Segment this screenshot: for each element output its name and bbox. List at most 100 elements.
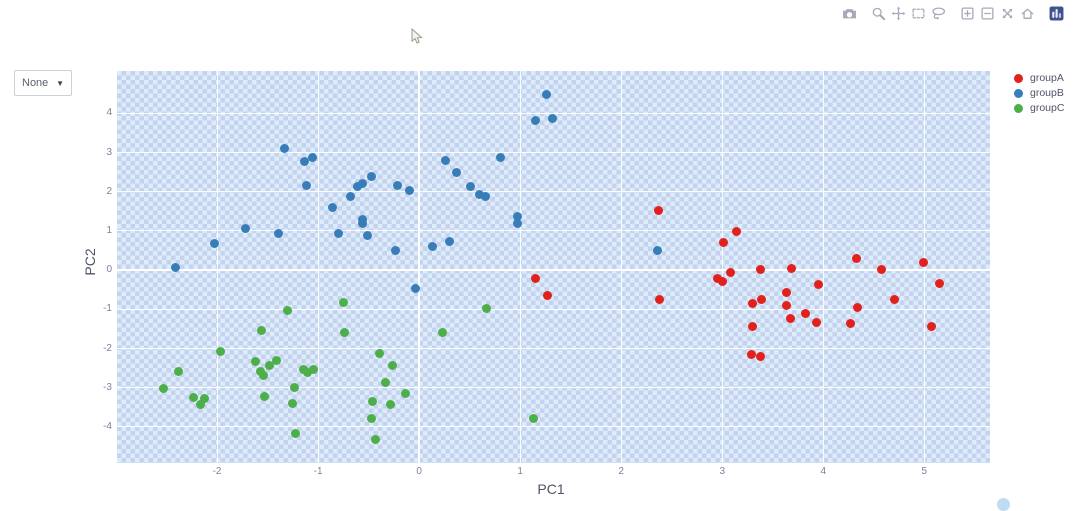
scatter-point-groupA	[934, 278, 944, 288]
x-gridline	[721, 71, 723, 463]
scatter-point-groupA	[530, 273, 540, 283]
scatter-point-groupC	[290, 382, 300, 392]
legend-item-groupB[interactable]: groupB	[1014, 87, 1064, 99]
y-gridline	[117, 387, 990, 389]
scatter-point-groupB	[333, 229, 343, 239]
scatter-point-groupB	[653, 246, 663, 256]
scatter-point-groupC	[291, 429, 301, 439]
scatter-point-groupB	[410, 284, 420, 294]
scatter-point-groupC	[196, 400, 206, 410]
scatter-point-groupB	[427, 241, 437, 251]
scatter-point-groupC	[375, 349, 385, 359]
zoom-out-icon[interactable]	[978, 4, 996, 22]
autoscale-icon[interactable]	[998, 4, 1016, 22]
y-tick-label: -1	[103, 303, 112, 315]
scatter-point-groupB	[327, 202, 337, 212]
scatter-point-groupC	[386, 400, 396, 410]
scatter-point-groupB	[345, 191, 355, 201]
legend-item-groupC[interactable]: groupC	[1014, 102, 1064, 114]
scatter-point-groupA	[717, 276, 727, 286]
scatter-point-groupB	[466, 182, 476, 192]
scatter-point-groupB	[280, 143, 290, 153]
scatter-point-groupC	[158, 384, 168, 394]
zoom-icon[interactable]	[869, 4, 887, 22]
scatter-point-groupB	[512, 219, 522, 229]
y-gridline	[117, 152, 990, 154]
x-gridline	[822, 71, 824, 463]
scatter-point-groupA	[782, 287, 792, 297]
legend: groupA groupB groupC	[1014, 72, 1064, 114]
scatter-point-groupC	[256, 326, 266, 335]
y-tick-label: 1	[106, 224, 112, 236]
scatter-point-groupA	[846, 318, 856, 328]
scatter-point-groupC	[259, 371, 268, 381]
legend-label-groupC: groupC	[1030, 102, 1065, 114]
scatter-point-groupC	[371, 434, 381, 444]
x-gridline	[620, 71, 622, 463]
scatter-point-groupB	[300, 156, 310, 166]
plot-area[interactable]	[117, 71, 990, 463]
x-gridline	[317, 71, 319, 463]
scatter-point-groupB	[171, 262, 181, 272]
plotly-logo-icon[interactable]	[1047, 4, 1065, 22]
reset-axes-home-icon[interactable]	[1018, 4, 1036, 22]
y-tick-label: -4	[103, 420, 112, 432]
scatter-point-groupB	[404, 186, 414, 196]
zoom-in-icon[interactable]	[958, 4, 976, 22]
scatter-point-groupA	[852, 254, 862, 264]
x-axis-title: PC1	[537, 481, 565, 497]
y-gridline	[117, 230, 990, 232]
modebar	[830, 4, 1066, 22]
scatter-point-groupC	[381, 378, 391, 388]
legend-dot-groupC	[1014, 103, 1023, 113]
scatter-point-groupC	[482, 303, 492, 313]
legend-dot-groupA	[1014, 73, 1023, 83]
camera-snapshot-icon[interactable]	[840, 4, 858, 22]
scatter-point-groupB	[209, 238, 219, 248]
color-dropdown[interactable]: None ▼	[14, 70, 72, 96]
box-select-icon[interactable]	[909, 4, 927, 22]
pan-icon[interactable]	[889, 4, 907, 22]
scatter-point-groupC	[215, 346, 225, 356]
legend-item-groupA[interactable]: groupA	[1014, 72, 1064, 84]
x-tick-label: 3	[719, 466, 726, 477]
scatter-point-groupB	[367, 171, 377, 181]
scatter-point-groupC	[437, 328, 447, 338]
color-dropdown-value: None	[22, 77, 49, 89]
y-tick-label: 4	[106, 107, 112, 119]
scatter-point-groupA	[747, 349, 757, 359]
y-gridline	[117, 308, 990, 310]
scatter-point-groupB	[358, 179, 368, 189]
scatter-point-groupA	[655, 294, 665, 304]
scatter-point-groupB	[440, 155, 450, 165]
legend-dot-groupB	[1014, 88, 1023, 98]
y-gridline	[117, 348, 990, 350]
scatter-point-groupA	[787, 264, 797, 274]
scatter-point-groupA	[654, 206, 664, 216]
scatter-point-groupC	[174, 366, 184, 376]
scatter-point-groupA	[786, 313, 796, 323]
y-tick-label: 0	[106, 264, 112, 276]
scatter-point-groupA	[718, 237, 728, 247]
y-gridline	[117, 269, 990, 272]
scatter-point-groupC	[272, 355, 282, 365]
lasso-select-icon[interactable]	[929, 4, 947, 22]
scatter-point-groupA	[926, 322, 936, 332]
scatter-point-groupA	[800, 308, 810, 318]
scatter-point-groupA	[918, 258, 928, 268]
scatter-point-groupB	[352, 181, 362, 191]
scatter-point-groupA	[725, 267, 735, 277]
scatter-point-groupB	[512, 212, 522, 222]
y-gridline	[117, 426, 990, 428]
scatter-point-groupB	[274, 229, 284, 239]
x-tick-label: 4	[820, 466, 827, 477]
bottom-corner-widget	[997, 498, 1010, 511]
scatter-point-groupB	[358, 218, 368, 228]
scatter-point-groupC	[265, 360, 275, 370]
scatter-point-groupC	[200, 393, 210, 403]
chevron-down-icon: ▼	[56, 78, 64, 88]
x-gridline	[519, 71, 521, 463]
scatter-point-groupB	[240, 224, 250, 234]
scatter-point-groupC	[528, 413, 538, 423]
